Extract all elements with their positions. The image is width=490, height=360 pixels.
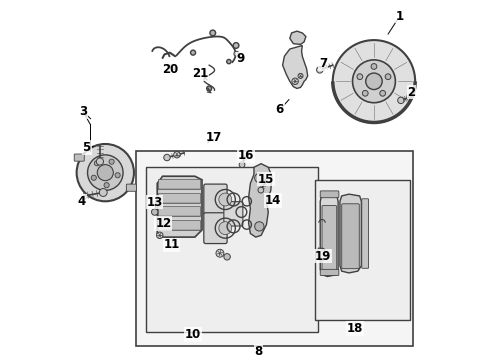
Text: 11: 11 xyxy=(164,238,180,252)
Circle shape xyxy=(239,162,245,167)
FancyBboxPatch shape xyxy=(204,184,227,215)
Circle shape xyxy=(99,189,107,197)
Circle shape xyxy=(352,60,395,103)
Bar xyxy=(158,179,199,189)
Polygon shape xyxy=(248,164,272,237)
Text: 20: 20 xyxy=(162,63,178,76)
Text: 13: 13 xyxy=(146,195,163,208)
FancyBboxPatch shape xyxy=(74,154,84,161)
Text: 8: 8 xyxy=(254,345,263,357)
Text: 3: 3 xyxy=(79,105,87,118)
Circle shape xyxy=(380,90,386,96)
Circle shape xyxy=(104,183,109,188)
Circle shape xyxy=(385,74,391,80)
Circle shape xyxy=(398,97,404,104)
Circle shape xyxy=(366,73,382,90)
Text: 10: 10 xyxy=(185,328,201,341)
Polygon shape xyxy=(340,194,362,273)
Circle shape xyxy=(255,174,264,183)
Circle shape xyxy=(371,64,377,69)
Polygon shape xyxy=(290,31,306,44)
Circle shape xyxy=(94,161,99,166)
Circle shape xyxy=(292,78,298,85)
FancyBboxPatch shape xyxy=(322,206,337,274)
Polygon shape xyxy=(283,45,308,89)
Circle shape xyxy=(258,187,264,193)
Circle shape xyxy=(91,175,97,180)
Circle shape xyxy=(156,232,163,239)
Circle shape xyxy=(255,222,264,231)
Text: 12: 12 xyxy=(155,217,172,230)
Text: 18: 18 xyxy=(347,322,364,335)
Circle shape xyxy=(219,193,232,206)
Polygon shape xyxy=(157,176,202,237)
FancyBboxPatch shape xyxy=(320,191,339,198)
Text: 17: 17 xyxy=(205,131,221,144)
Bar xyxy=(315,180,410,320)
Text: 1: 1 xyxy=(396,10,404,23)
Circle shape xyxy=(333,40,415,122)
Circle shape xyxy=(317,67,323,73)
Bar xyxy=(136,151,414,346)
Text: 6: 6 xyxy=(275,103,284,116)
Circle shape xyxy=(227,59,231,64)
Circle shape xyxy=(115,173,120,178)
Bar xyxy=(158,206,199,216)
Circle shape xyxy=(109,159,114,164)
Polygon shape xyxy=(320,192,338,276)
Circle shape xyxy=(363,90,368,96)
Text: 2: 2 xyxy=(408,86,416,99)
Circle shape xyxy=(216,249,224,257)
Circle shape xyxy=(88,155,123,190)
FancyBboxPatch shape xyxy=(342,204,359,269)
Text: 7: 7 xyxy=(319,57,327,70)
FancyBboxPatch shape xyxy=(224,202,243,226)
Circle shape xyxy=(233,42,239,48)
Circle shape xyxy=(357,74,363,80)
Circle shape xyxy=(151,209,158,215)
FancyBboxPatch shape xyxy=(362,199,368,268)
Text: 19: 19 xyxy=(315,249,331,262)
Text: 21: 21 xyxy=(192,67,208,80)
FancyBboxPatch shape xyxy=(126,184,136,191)
Text: 4: 4 xyxy=(78,195,86,208)
Circle shape xyxy=(234,51,239,56)
Bar xyxy=(158,220,199,230)
Text: 5: 5 xyxy=(82,141,91,154)
Circle shape xyxy=(97,158,103,165)
Circle shape xyxy=(98,165,113,181)
Polygon shape xyxy=(317,248,327,260)
Circle shape xyxy=(219,222,232,235)
Text: 16: 16 xyxy=(238,149,254,162)
Bar xyxy=(147,167,318,332)
Circle shape xyxy=(298,73,303,78)
Circle shape xyxy=(224,253,230,260)
FancyBboxPatch shape xyxy=(320,269,339,275)
Circle shape xyxy=(171,64,176,69)
Circle shape xyxy=(174,152,180,158)
Circle shape xyxy=(207,86,212,91)
FancyBboxPatch shape xyxy=(204,213,227,244)
Bar xyxy=(158,193,199,203)
Circle shape xyxy=(164,154,170,161)
Circle shape xyxy=(191,50,196,55)
Text: 15: 15 xyxy=(258,172,274,186)
Text: 9: 9 xyxy=(237,52,245,65)
Circle shape xyxy=(76,144,134,201)
Text: 14: 14 xyxy=(265,194,281,207)
Circle shape xyxy=(210,30,216,36)
